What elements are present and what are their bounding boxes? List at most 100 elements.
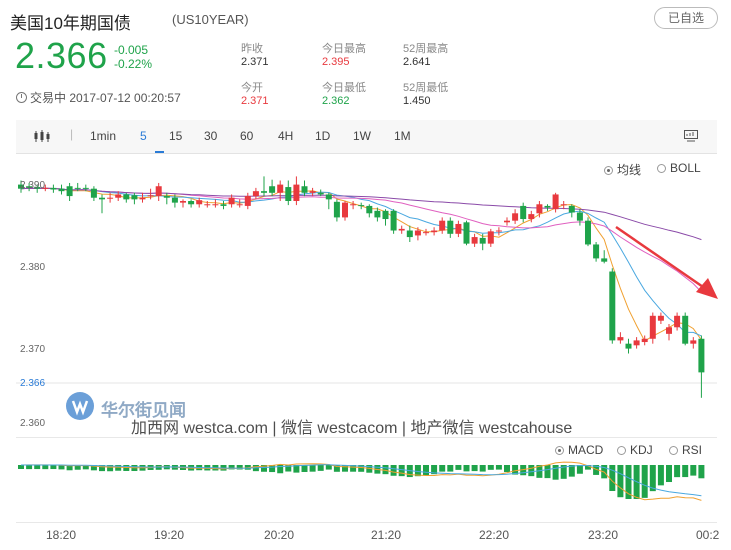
change-percent: -0.22% [114,57,153,71]
macd-bar [576,465,583,474]
macd-bar [552,465,559,480]
period-1m[interactable]: 1M [394,129,411,143]
candle-body [585,220,591,245]
macd-bar [115,465,122,471]
chart-toolbar: | 1min 5 15 30 60 4H 1D 1W 1M [16,120,717,154]
macd-bar [479,465,486,472]
candle-body [593,244,600,259]
favorite-button[interactable]: 已自选 [654,7,718,29]
period-1min[interactable]: 1min [90,129,117,143]
macd-bar [568,465,575,477]
stat-label: 今日最高 [322,43,366,55]
candle-body [455,223,462,234]
clock-icon [16,92,27,103]
candle-body [414,230,421,236]
candle-body [398,228,405,231]
macd-bar [698,465,705,479]
candle-body [139,197,146,200]
macd-bar [657,465,664,486]
stat-value: 2.641 [403,56,431,68]
macd-bar [82,465,89,470]
toolbar-divider: | [70,127,74,141]
macd-bar [301,465,308,472]
candle-body [317,192,324,195]
macd-bar [649,465,656,492]
candle-body [50,187,57,190]
candle-body [406,230,413,238]
stat-value: 2.371 [241,56,269,68]
x-tick: 19:20 [154,528,185,542]
stat-prev-close: 昨收 2.371 [241,40,269,68]
macd-bar [269,465,276,473]
x-axis-line [16,522,717,523]
overlay-boll-option[interactable]: BOLL [657,161,701,175]
period-4h[interactable]: 4H [278,129,294,143]
stat-label: 昨收 [241,43,263,55]
annotation-arrow [615,225,718,299]
candle-body [325,194,332,200]
macd-histogram [18,465,705,499]
candle-body [269,186,276,193]
period-15[interactable]: 15 [169,129,183,143]
macd-bar [544,465,551,479]
macd-bar [495,465,502,470]
macd-bar [382,465,389,475]
candle-body [147,195,154,197]
candle-body [204,204,211,206]
candle-body [180,201,186,203]
candle-body [309,191,316,193]
candle-body [609,271,616,341]
candle-body [487,231,494,244]
macd-bar [99,465,105,472]
overlay-ma-option[interactable]: 均线 [604,161,641,178]
indicator-kdj-option[interactable]: KDJ [617,443,653,457]
stat-open: 今开 2.371 [241,79,269,107]
candle-body [657,315,664,321]
candle-body [576,212,583,221]
macd-bar [471,465,478,472]
macd-bar [90,465,97,471]
candle-body [544,205,551,208]
candle-body [552,194,559,210]
x-tick: 21:20 [371,528,402,542]
candlestick-icon[interactable] [34,130,50,143]
candle-body [131,195,138,200]
candle-body [115,194,122,198]
candle-body [26,186,33,188]
period-60[interactable]: 60 [240,129,254,143]
watermark-text: 加西网 westca.com | 微信 westcacom | 地产微信 wes… [131,420,573,437]
instrument-symbol: (US10YEAR) [172,12,249,27]
indicator-rsi-option[interactable]: RSI [669,443,702,457]
candle-body [99,197,105,200]
period-30[interactable]: 30 [204,129,218,143]
macd-bar [682,465,689,478]
macd-bar [317,465,324,471]
period-5[interactable]: 5 [140,129,147,143]
trade-status-text: 交易中 2017-07-12 00:20:57 [30,91,181,105]
macd-bar [625,465,632,499]
radio-icon [617,446,626,455]
candle-body [495,230,502,232]
macd-bar [228,465,235,470]
candle-body [390,210,397,231]
candle-body [82,187,89,189]
stat-value: 2.395 [322,56,350,68]
candle-body [188,201,195,205]
watermark-logo-icon [71,400,89,416]
candle-body [641,338,648,343]
macd-bar [593,465,600,475]
macd-bar [325,465,332,470]
x-tick: 00:2 [696,528,720,542]
candle-body [252,191,259,197]
indicator-macd-option[interactable]: MACD [555,443,603,457]
macd-bar [666,465,672,483]
candle-body [431,230,438,233]
candle-body [366,205,373,214]
screenshot-icon[interactable] [684,130,698,142]
candle-body [633,340,640,346]
period-1d[interactable]: 1D [315,129,331,143]
instrument-title: 美国10年期国债 [10,14,131,33]
period-1w[interactable]: 1W [353,129,371,143]
candle-body [382,210,389,220]
macd-bar [342,465,348,472]
